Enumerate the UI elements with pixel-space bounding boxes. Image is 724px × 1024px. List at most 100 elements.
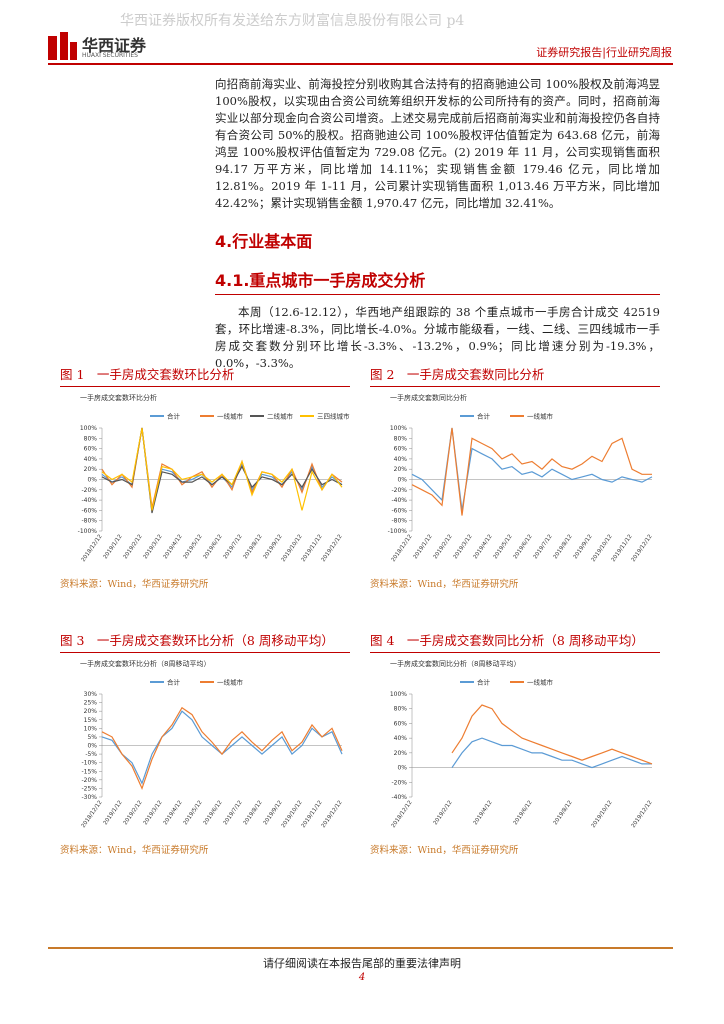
- y-tick-label: -40%: [391, 497, 407, 504]
- x-tick-label: 2019/12/12: [321, 534, 344, 563]
- x-tick-label: 2018/12/12: [391, 800, 414, 829]
- y-tick-label: -60%: [81, 507, 97, 514]
- chart-title: 一手房成交套数同比分析: [390, 393, 467, 402]
- logo-cn: 华西证券: [82, 36, 147, 55]
- source: 资料来源：Wind，华西证券研究所: [60, 579, 209, 590]
- y-tick-label: 20%: [84, 466, 98, 473]
- source: 资料来源：Wind，华西证券研究所: [60, 845, 209, 856]
- x-tick-label: 2019/12/12: [631, 800, 654, 829]
- legend-label: 一线城市: [527, 678, 554, 687]
- x-tick-label: 2019/3/12: [143, 534, 164, 561]
- y-tick-label: 5%: [87, 734, 97, 741]
- series-line: [101, 427, 343, 514]
- y-tick-label: 80%: [394, 706, 408, 713]
- y-tick-label: -80%: [391, 518, 407, 525]
- figure-caption: 图 2 一手房成交套数同比分析: [370, 364, 660, 387]
- x-tick-label: 2019/7/12: [223, 534, 244, 561]
- x-tick-label: 2019/1/12: [103, 534, 124, 561]
- y-tick-label: -100%: [78, 528, 98, 535]
- x-tick-label: 2019/1/12: [413, 534, 434, 561]
- x-tick-label: 2019/5/12: [183, 534, 204, 561]
- x-tick-label: 2019/9/12: [263, 800, 284, 827]
- series-line: [101, 427, 343, 511]
- x-tick-label: 2019/10/12: [591, 800, 614, 829]
- x-tick-label: 2019/6/12: [203, 534, 224, 561]
- series-line: [101, 427, 343, 511]
- x-tick-label: 2019/1/12: [103, 800, 124, 827]
- legend-label: 二线城市: [267, 412, 294, 421]
- heading: 4.行业基本面: [215, 232, 313, 251]
- x-tick-label: 2019/6/12: [513, 534, 534, 561]
- legend-label: 一线城市: [217, 412, 244, 421]
- x-tick-label: 2019/9/12: [573, 534, 594, 561]
- series-line: [451, 737, 652, 769]
- x-tick-label: 2019/6/12: [513, 800, 534, 827]
- y-tick-label: 60%: [84, 446, 98, 453]
- x-tick-label: 2019/2/12: [123, 534, 144, 561]
- x-tick-label: 2019/5/12: [493, 534, 514, 561]
- y-tick-label: 40%: [394, 456, 408, 463]
- legend-label: 合计: [167, 678, 181, 687]
- x-tick-label: 2019/2/12: [433, 534, 454, 561]
- y-tick-label: 10%: [84, 725, 98, 732]
- paragraph: 本周（12.6-12.12），华西地产组跟踪的 38 个重点城市一手房合计成交 …: [215, 305, 660, 370]
- y-tick-label: 100%: [80, 425, 97, 432]
- report-type: 证券研究报告|行业研究周报: [536, 46, 672, 59]
- figure-caption: 图 3 一手房成交套数环比分析（8 周移动平均）: [60, 630, 350, 653]
- legend-label: 合计: [477, 412, 491, 421]
- x-tick-label: 2018/12/12: [81, 534, 104, 563]
- y-tick-label: 20%: [84, 708, 98, 715]
- y-tick-label: -100%: [388, 528, 408, 535]
- legend-label: 合计: [167, 412, 181, 421]
- chart-title: 一手房成交套数环比分析: [80, 393, 157, 402]
- x-tick-label: 2019/9/12: [263, 534, 284, 561]
- y-tick-label: -10%: [81, 760, 97, 767]
- y-tick-label: -60%: [391, 507, 407, 514]
- y-tick-label: -15%: [81, 768, 97, 775]
- chart: 一手房成交套数环比分析（8周移动平均） 合计 一线城市 30% 25%20% 15%10%…: [80, 659, 344, 829]
- x-tick-label: 2018/12/12: [81, 800, 104, 829]
- footer-rule: [48, 947, 673, 949]
- header-rule: [48, 63, 673, 65]
- y-tick-label: 40%: [84, 456, 98, 463]
- y-tick-label: -40%: [81, 497, 97, 504]
- y-tick-label: 80%: [84, 435, 98, 442]
- series-line: [411, 427, 653, 511]
- y-tick-label: 0%: [397, 765, 407, 772]
- x-tick-label: 2019/2/12: [123, 800, 144, 827]
- y-tick-label: 20%: [394, 466, 408, 473]
- chart: 一手房成交套数同比分析（8周移动平均） 合计 一线城市 100% 80% 60% 40% 20…: [390, 659, 654, 829]
- legend-label: 合计: [477, 678, 491, 687]
- x-tick-label: 2019/4/12: [163, 800, 184, 827]
- x-tick-label: 2019/12/12: [321, 800, 344, 829]
- y-tick-label: 0%: [397, 477, 407, 484]
- y-tick-label: -20%: [391, 779, 407, 786]
- paragraph: 向招商前海实业、前海投控分别收购其合法持有的招商驰迪公司 100%股权及前海鸿昱…: [215, 77, 660, 210]
- x-tick-label: 2019/8/12: [243, 800, 264, 827]
- logo-en: HUAXI SECURITIES: [82, 52, 138, 59]
- y-tick-label: -20%: [81, 487, 97, 494]
- x-tick-label: 2019/7/12: [223, 800, 244, 827]
- y-tick-label: 60%: [394, 446, 408, 453]
- source: 资料来源：Wind，华西证券研究所: [370, 579, 519, 590]
- legend-label: 一线城市: [527, 412, 554, 421]
- x-tick-label: 2019/3/12: [143, 800, 164, 827]
- y-tick-label: 15%: [84, 717, 98, 724]
- x-tick-label: 2019/12/12: [631, 534, 654, 563]
- y-tick-label: -25%: [81, 785, 97, 792]
- page-number: 4: [358, 972, 366, 983]
- y-tick-label: -20%: [81, 777, 97, 784]
- y-tick-label: 20%: [394, 750, 408, 757]
- y-tick-label: 25%: [84, 700, 98, 707]
- y-tick-label: -20%: [391, 487, 407, 494]
- x-tick-label: 2019/8/12: [243, 534, 264, 561]
- series-line: [101, 706, 343, 791]
- legend-label: 三四线城市: [317, 412, 350, 421]
- x-tick-label: 2019/8/12: [553, 534, 574, 561]
- series-line: [411, 427, 652, 516]
- y-tick-label: 30%: [84, 691, 98, 698]
- series-line: [101, 710, 343, 785]
- x-tick-label: 2019/5/12: [183, 800, 204, 827]
